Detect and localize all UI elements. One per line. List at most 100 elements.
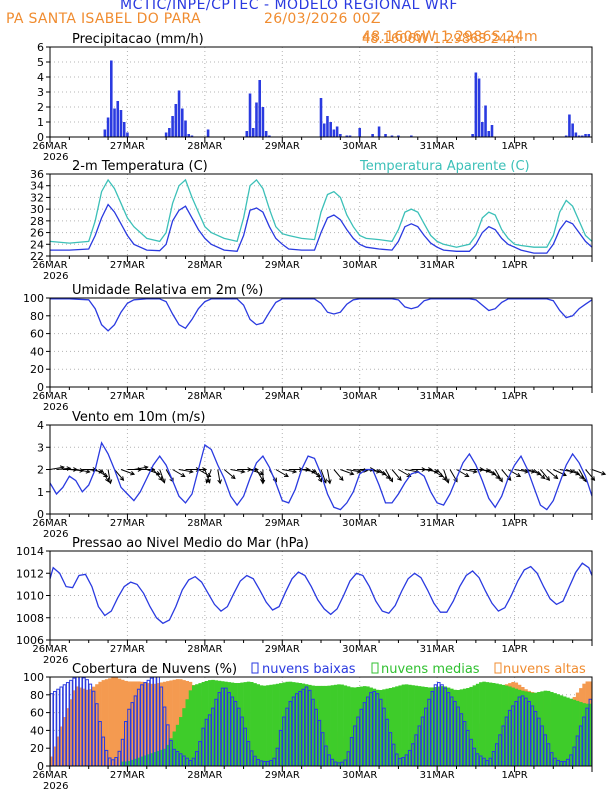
wind-arrow bbox=[501, 469, 512, 481]
cloud-mid-bar bbox=[372, 688, 377, 766]
cloud-mid-bar bbox=[211, 679, 215, 766]
cloud-mid-bar bbox=[350, 687, 354, 766]
cloud-mid-bar bbox=[230, 682, 235, 766]
temp-ytick-label: 34 bbox=[30, 180, 44, 193]
cloud-mid-bar bbox=[179, 717, 183, 766]
wind-arrow-head bbox=[188, 469, 194, 474]
wind-arrow bbox=[256, 469, 264, 482]
cloud-mid-bar bbox=[514, 688, 519, 766]
pres-ytick-label: 1008 bbox=[16, 612, 44, 625]
cloud-mid-bar bbox=[356, 687, 361, 766]
cloud-mid-bar bbox=[140, 756, 144, 766]
cloud-mid-bar bbox=[262, 685, 267, 766]
cloud-mid-bar bbox=[485, 682, 490, 766]
cloud-high-bar bbox=[72, 690, 77, 766]
wind-arrow-head bbox=[536, 470, 542, 476]
cloud-mid-bar bbox=[401, 684, 406, 766]
precip-bar bbox=[264, 131, 268, 137]
precip-xtick-label: 27MAR bbox=[110, 141, 145, 152]
cloud-mid-bar bbox=[537, 692, 541, 766]
wind-arrow-head bbox=[464, 472, 470, 478]
cloud-mid-bar bbox=[259, 685, 264, 766]
precip-bar bbox=[180, 108, 184, 137]
cloud-mid-bar bbox=[459, 689, 464, 766]
clouds-xtick-label: 1APR bbox=[501, 770, 527, 781]
cloud-high-bar bbox=[59, 726, 64, 766]
clouds-ytick-label: 0 bbox=[37, 760, 44, 773]
cloud-mid-bar bbox=[279, 683, 283, 766]
rh-xtick-label: 31MAR bbox=[420, 391, 455, 402]
cloud-mid-bar bbox=[585, 703, 590, 766]
cloud-mid-bar bbox=[433, 687, 438, 766]
cloud-mid-bar bbox=[285, 681, 290, 766]
cloud-mid-bar bbox=[191, 685, 196, 766]
cloud-mid-bar bbox=[346, 686, 351, 766]
temp-xtick-label: 27MAR bbox=[110, 260, 145, 271]
clouds-xtick-label: 30MAR bbox=[342, 770, 377, 781]
run-time-label: 26/03/2026 00Z bbox=[264, 11, 381, 27]
cloud-mid-bar bbox=[308, 684, 312, 766]
wind-arrow-head bbox=[381, 470, 387, 476]
wind-ytick-label: 2 bbox=[37, 464, 44, 477]
precip-bar bbox=[487, 131, 491, 137]
wind-arrow-head bbox=[85, 469, 91, 474]
cloud-mid-bar bbox=[517, 689, 522, 766]
clouds-ytick-label: 100 bbox=[23, 671, 44, 684]
wind-arrow bbox=[178, 469, 193, 473]
clouds-ytick-label: 20 bbox=[30, 742, 44, 755]
cloud-mid-bar bbox=[553, 693, 557, 766]
cloud-high-bar bbox=[62, 717, 67, 766]
wind-arrow-head bbox=[240, 469, 246, 474]
wind-arrow bbox=[159, 469, 165, 483]
precip-bar bbox=[251, 128, 255, 137]
rh-line bbox=[50, 298, 593, 332]
pres-ytick-label: 1006 bbox=[16, 634, 44, 647]
cloud-mid-bar bbox=[137, 757, 141, 766]
rh-ytick-label: 100 bbox=[23, 292, 44, 305]
cloud-mid-bar bbox=[253, 683, 257, 766]
wind-arrow-head bbox=[119, 476, 125, 481]
wind-arrow bbox=[206, 469, 212, 483]
cloud-high-bar bbox=[150, 683, 154, 766]
precip-bar bbox=[564, 135, 568, 137]
cloud-mid-bar bbox=[224, 681, 228, 766]
clouds-xtick-label: 28MAR bbox=[187, 770, 222, 781]
wind-xtick-label: 1APR bbox=[501, 518, 527, 529]
cloud-mid-bar bbox=[150, 753, 154, 766]
wind-arrow bbox=[223, 469, 236, 479]
precip-bar bbox=[581, 135, 584, 137]
cloud-mid-bar bbox=[246, 681, 251, 766]
cloud-mid-bar bbox=[482, 681, 486, 766]
coordinates-label: 48.1606W 1.2986S 24m bbox=[362, 29, 538, 45]
precip-bar bbox=[332, 129, 336, 137]
legend-mid-swatch bbox=[371, 662, 379, 674]
wind-xtick-label: 31MAR bbox=[420, 518, 455, 529]
wind-arrow-head bbox=[445, 478, 450, 484]
wind-arrow bbox=[146, 469, 161, 475]
precip-bar bbox=[322, 123, 326, 137]
precip-title: Precipitacao (mm/h) bbox=[72, 32, 204, 47]
wind-arrow bbox=[75, 469, 90, 473]
precip-xtick-label: 30MAR bbox=[342, 141, 377, 152]
cloud-mid-bar bbox=[404, 684, 409, 766]
clouds-xtick-label: 31MAR bbox=[420, 770, 455, 781]
cloud-high-bar bbox=[117, 678, 122, 766]
wind-arrow-head bbox=[260, 479, 266, 485]
wind-speed-line bbox=[49, 441, 593, 511]
cloud-mid-bar bbox=[333, 684, 338, 766]
wind-year-label: 2026 bbox=[43, 529, 68, 540]
cloud-mid-bar bbox=[414, 685, 419, 766]
wind-arrow bbox=[378, 469, 391, 479]
cloud-high-bar bbox=[75, 686, 80, 766]
precip-bar bbox=[187, 134, 191, 137]
wind-arrow bbox=[333, 469, 344, 481]
wind-arrow-head bbox=[601, 470, 607, 476]
cloud-mid-bar bbox=[172, 731, 177, 766]
cloud-mid-bar bbox=[127, 760, 131, 766]
wind-arrow bbox=[249, 469, 264, 475]
wind-arrow bbox=[462, 469, 477, 473]
rh-xtick-label: 28MAR bbox=[187, 391, 222, 402]
cloud-high-bar bbox=[98, 681, 102, 766]
cloud-mid-bar bbox=[324, 685, 328, 766]
